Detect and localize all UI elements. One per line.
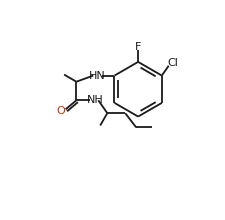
Text: F: F [134,42,141,52]
Text: NH: NH [86,95,103,105]
Text: HN: HN [88,71,105,81]
Text: O: O [56,106,65,116]
Text: Cl: Cl [166,58,177,68]
